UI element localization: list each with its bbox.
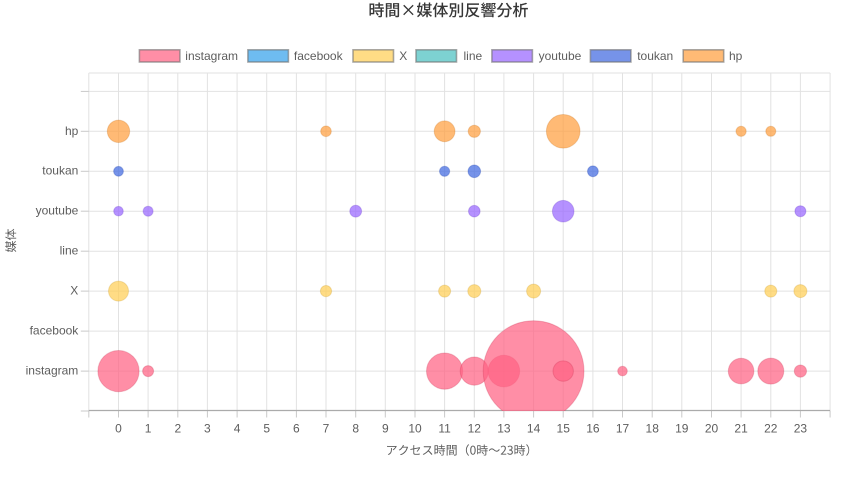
svg-text:facebook: facebook (30, 324, 80, 338)
svg-text:line: line (464, 49, 483, 63)
svg-text:17: 17 (616, 422, 630, 436)
svg-text:11: 11 (438, 422, 451, 436)
svg-text:23: 23 (794, 422, 808, 436)
svg-text:14: 14 (527, 422, 541, 436)
svg-text:7: 7 (323, 422, 330, 436)
svg-text:facebook: facebook (294, 49, 344, 63)
svg-text:toukan: toukan (42, 164, 78, 178)
svg-text:18: 18 (646, 422, 660, 436)
svg-text:20: 20 (705, 422, 719, 436)
svg-text:9: 9 (382, 422, 389, 436)
svg-text:line: line (60, 244, 79, 258)
svg-text:1: 1 (145, 422, 152, 436)
svg-text:instagram: instagram (185, 49, 238, 63)
svg-text:3: 3 (204, 422, 211, 436)
svg-text:12: 12 (468, 422, 482, 436)
svg-text:10: 10 (408, 422, 422, 436)
svg-text:youtube: youtube (36, 204, 79, 218)
svg-text:0: 0 (115, 422, 122, 436)
svg-text:toukan: toukan (637, 49, 673, 63)
svg-text:hp: hp (729, 49, 743, 63)
svg-text:6: 6 (293, 422, 300, 436)
svg-text:instagram: instagram (26, 363, 79, 377)
svg-text:4: 4 (234, 422, 241, 436)
svg-text:22: 22 (764, 422, 778, 436)
svg-text:8: 8 (352, 422, 359, 436)
svg-text:2: 2 (174, 422, 181, 436)
svg-text:15: 15 (557, 422, 571, 436)
svg-text:16: 16 (586, 422, 600, 436)
svg-text:21: 21 (734, 422, 748, 436)
svg-text:X: X (70, 284, 78, 298)
svg-text:5: 5 (263, 422, 270, 436)
svg-text:13: 13 (497, 422, 511, 436)
svg-text:hp: hp (65, 124, 79, 138)
svg-text:youtube: youtube (539, 49, 582, 63)
svg-text:19: 19 (675, 422, 689, 436)
svg-text:X: X (399, 49, 407, 63)
